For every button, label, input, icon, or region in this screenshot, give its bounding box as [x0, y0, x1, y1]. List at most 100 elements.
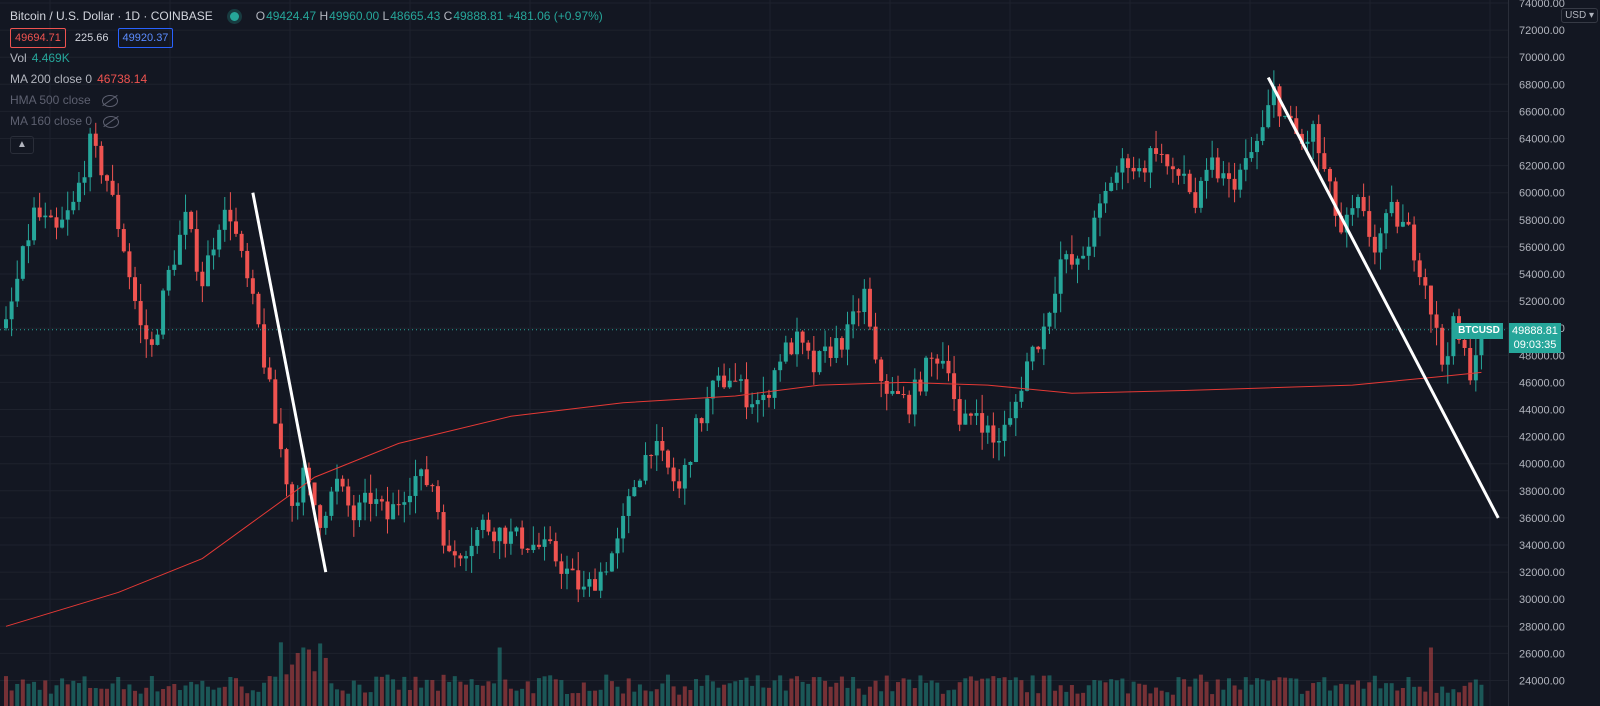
- candle-body: [1165, 154, 1170, 167]
- volume-bar: [694, 679, 699, 706]
- volume-bar: [104, 688, 109, 706]
- candle-body: [907, 394, 912, 415]
- candle-body: [553, 541, 558, 562]
- volume-bar: [284, 674, 289, 706]
- candle-body: [256, 293, 261, 325]
- candle-body: [1182, 173, 1187, 176]
- volume-bar: [1176, 677, 1181, 706]
- candle-body: [1327, 168, 1332, 182]
- candle-body: [435, 486, 440, 513]
- volume-bar: [1299, 693, 1304, 706]
- volume-bar: [26, 683, 31, 706]
- price-axis[interactable]: 74000.00 72000.00 70000.00 68000.00 66000.00…: [1508, 0, 1600, 706]
- volume-bar: [1243, 677, 1248, 706]
- candle-body: [1137, 168, 1142, 172]
- candle-body: [480, 519, 485, 531]
- volume-bar: [985, 678, 990, 706]
- candle-body: [391, 504, 396, 520]
- volume-bar: [1372, 675, 1377, 706]
- volume-bar: [778, 675, 783, 706]
- volume-bar: [1395, 690, 1400, 706]
- volume-bar: [531, 693, 536, 706]
- symbol-title[interactable]: Bitcoin / U.S. Dollar · 1D · COINBASE: [10, 9, 213, 23]
- candle-body: [379, 499, 384, 502]
- trendline[interactable]: [251, 192, 328, 573]
- volume-bar: [172, 683, 177, 706]
- ma200-indicator[interactable]: MA 200 close 0 46738.14: [10, 69, 603, 90]
- volume-bar: [738, 679, 743, 706]
- volume-bar: [368, 692, 373, 706]
- candle-body: [823, 346, 828, 352]
- candle-body: [1361, 197, 1366, 212]
- hidden-eye-icon[interactable]: [103, 115, 120, 128]
- volume-bar: [262, 682, 267, 706]
- candle-body: [290, 484, 295, 506]
- price-chart[interactable]: [0, 0, 1508, 706]
- volume-bar: [363, 692, 368, 706]
- candle-body: [357, 502, 362, 521]
- low-value: 48665.43: [390, 9, 441, 23]
- bid-price-button[interactable]: 49694.71: [10, 27, 66, 48]
- volume-bar: [525, 681, 530, 706]
- candle-body: [654, 440, 659, 456]
- volume-bar: [340, 690, 345, 706]
- volume-bar: [155, 691, 160, 706]
- volume-bar: [486, 681, 491, 706]
- volume-bar: [60, 678, 65, 706]
- candle-body: [20, 246, 25, 279]
- volume-bar: [1154, 687, 1159, 706]
- candle-body: [940, 360, 945, 364]
- chevron-down-icon: ▾: [1588, 10, 1594, 21]
- candle-body: [1002, 424, 1007, 441]
- trendline[interactable]: [1266, 76, 1500, 519]
- volume-bar: [1316, 682, 1321, 706]
- volume-bar: [245, 693, 250, 706]
- volume-bar: [1041, 675, 1046, 706]
- candle-body: [514, 527, 519, 532]
- ma160-indicator[interactable]: MA 160 close 0: [10, 111, 603, 132]
- volume-bar: [1350, 684, 1355, 706]
- price-tick-label: 62000.00: [1519, 161, 1565, 173]
- hma500-indicator[interactable]: HMA 500 close: [10, 90, 603, 111]
- volume-bar: [1451, 689, 1456, 706]
- ask-price-button[interactable]: 49920.37: [117, 27, 174, 48]
- volume-bar: [828, 686, 833, 706]
- candle-body: [295, 502, 300, 506]
- volume-bar: [980, 678, 985, 706]
- volume-bar: [1456, 692, 1461, 706]
- candle-body: [682, 464, 687, 489]
- candle-body: [441, 512, 446, 546]
- bid-ask-row: 49694.71 225.66 49920.37: [10, 27, 603, 48]
- candle-body: [65, 210, 70, 220]
- volume-indicator[interactable]: Vol 4.469K: [10, 48, 603, 69]
- volume-bar: [649, 691, 654, 706]
- volume-bar: [918, 675, 923, 706]
- candle-body: [318, 505, 323, 528]
- hidden-eye-icon[interactable]: [101, 94, 118, 107]
- candle-body: [1243, 158, 1248, 170]
- volume-bar: [430, 680, 435, 706]
- candle-body: [1041, 326, 1046, 350]
- ma200-line[interactable]: [5, 371, 1482, 627]
- currency-selector[interactable]: USD ▾: [1561, 8, 1598, 23]
- candle-body: [598, 571, 603, 591]
- volume-bar: [873, 680, 878, 706]
- volume-bar: [1159, 690, 1164, 706]
- candle-body: [351, 505, 356, 521]
- candle-body: [800, 331, 805, 343]
- candle-body: [565, 568, 569, 574]
- volume-bar: [935, 682, 940, 706]
- candle-body: [116, 194, 121, 230]
- volume-bar: [890, 691, 895, 706]
- open-label: O: [255, 9, 266, 23]
- volume-bar: [884, 675, 889, 706]
- candle-body: [32, 207, 37, 241]
- volume-bar: [1327, 690, 1332, 706]
- candle-body: [806, 342, 811, 351]
- candle-body: [239, 233, 244, 251]
- candle-body: [104, 175, 109, 181]
- collapse-legend-button[interactable]: ▲: [10, 136, 34, 154]
- candle-body: [329, 491, 334, 516]
- volume-bar: [699, 685, 704, 706]
